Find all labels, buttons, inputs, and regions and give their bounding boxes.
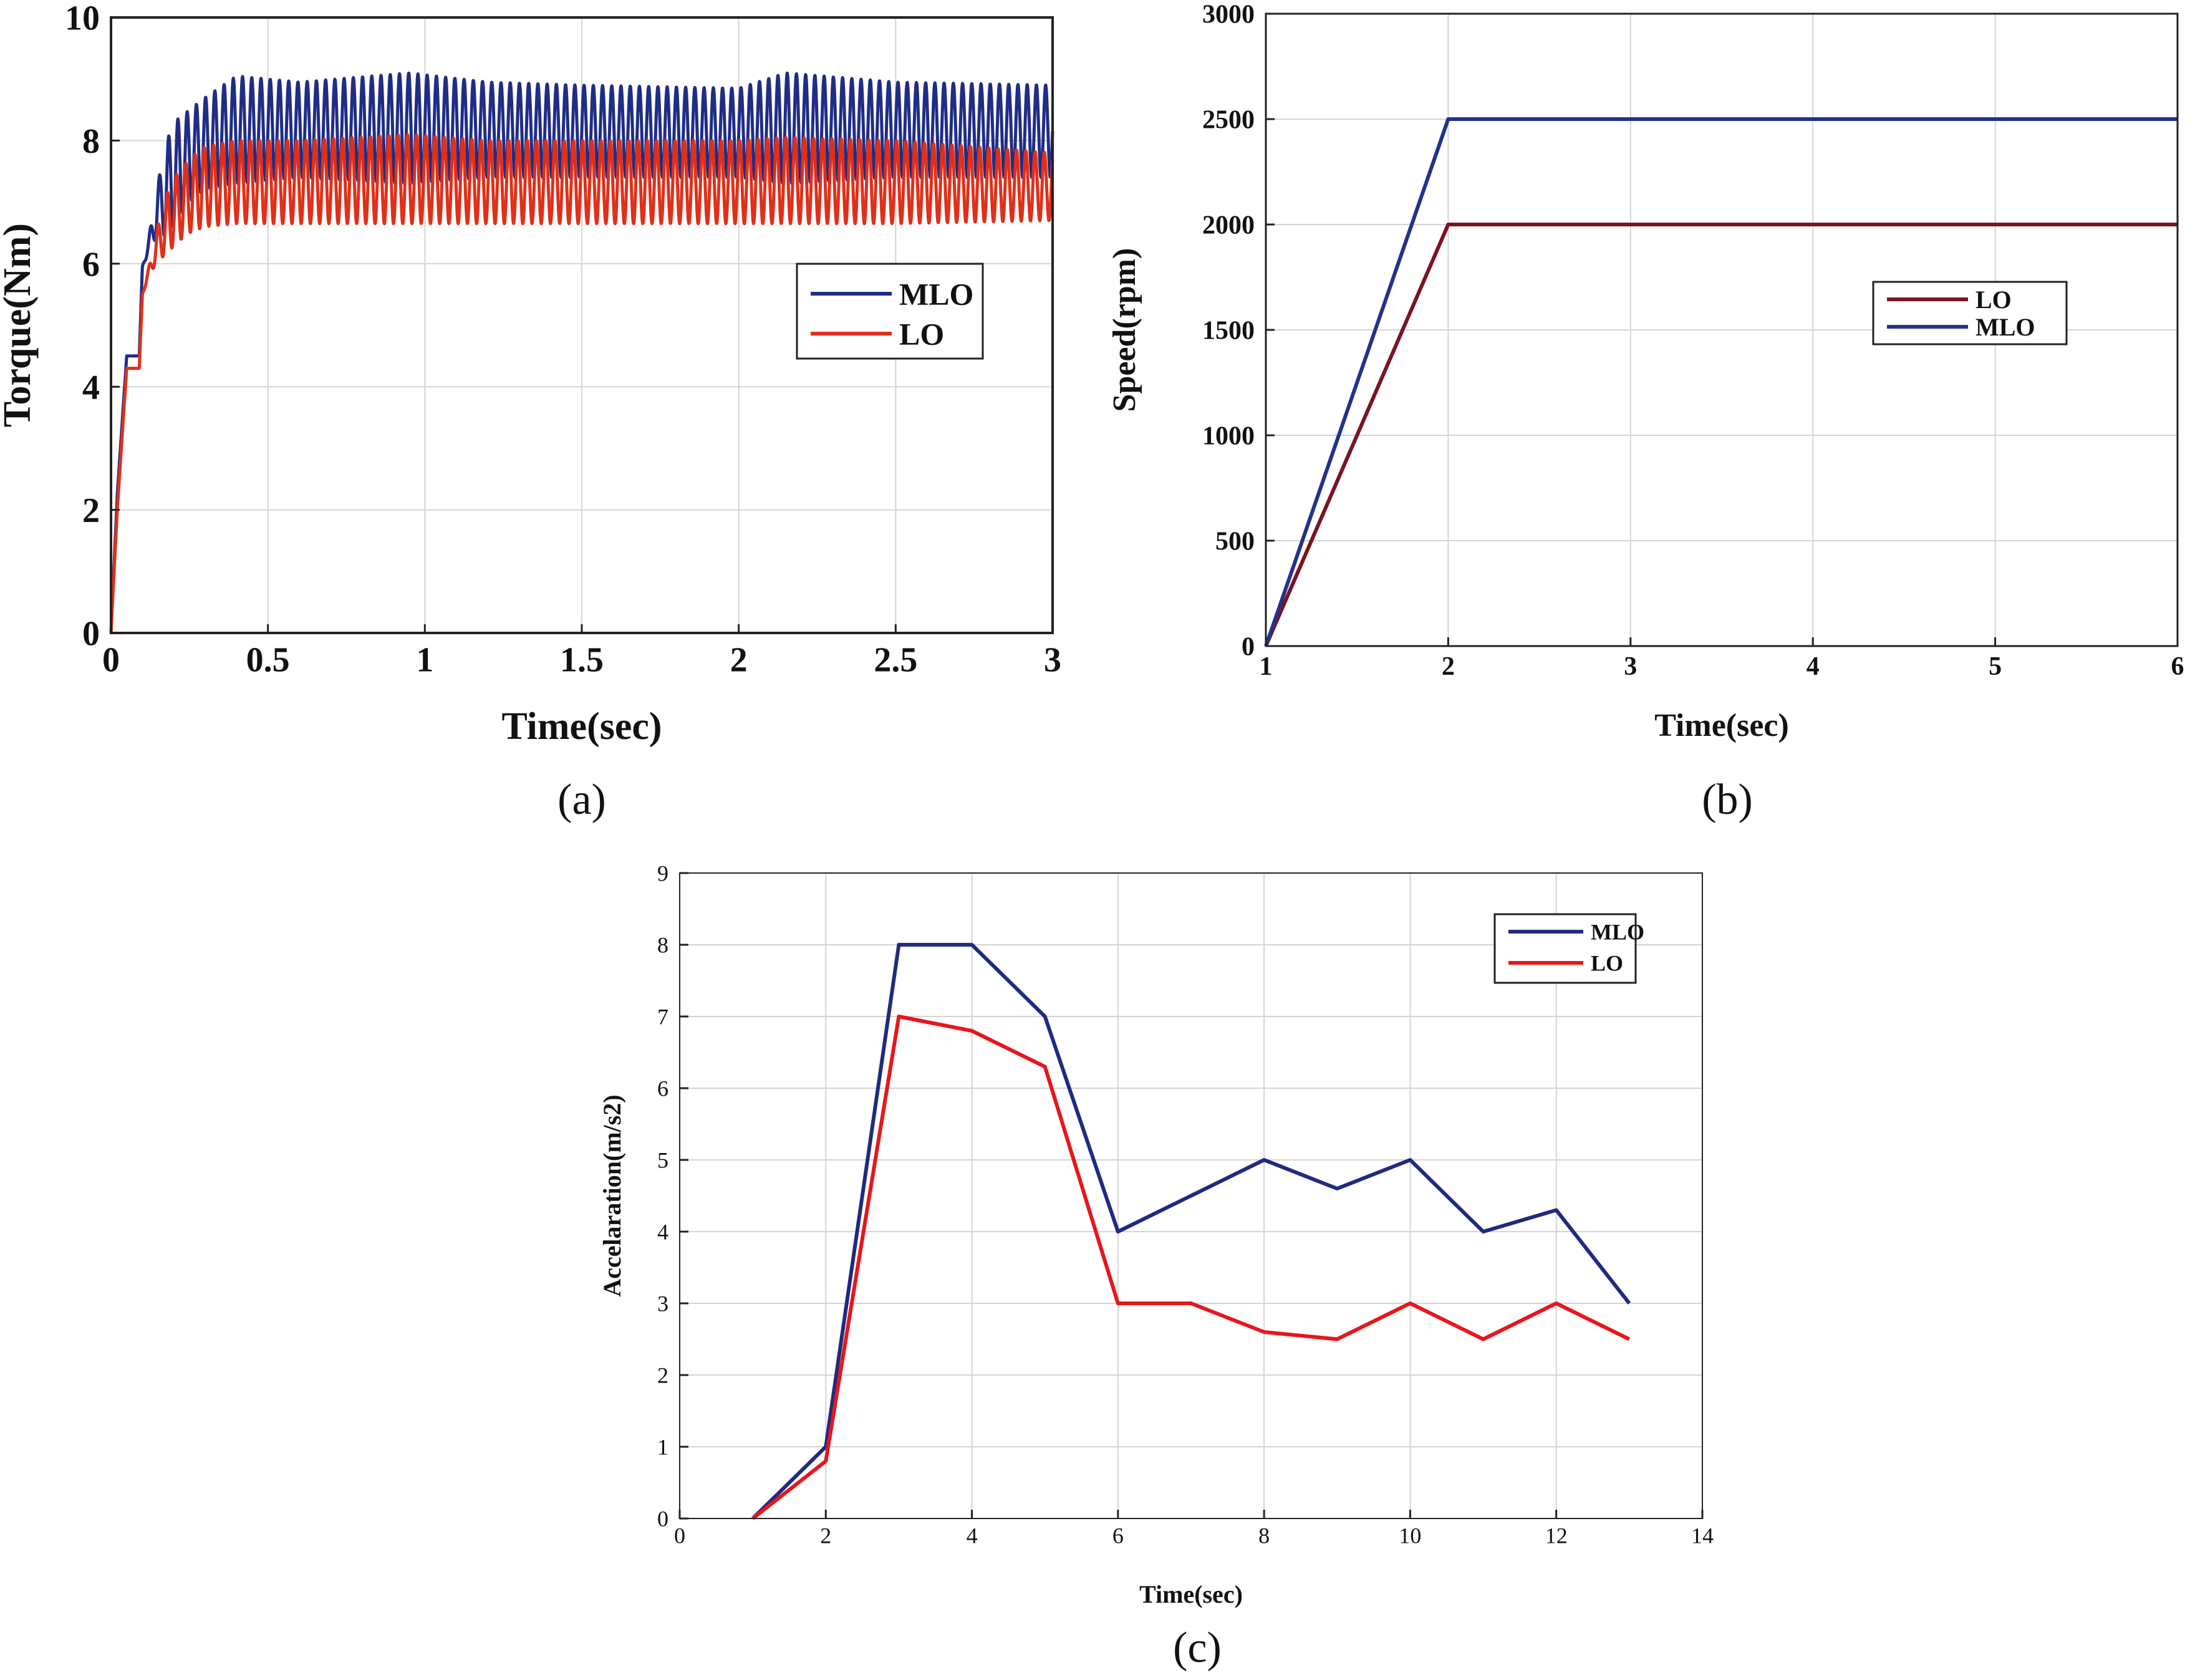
y-tick-label: 1000 [1202, 422, 1255, 451]
plot-frame [679, 872, 1703, 1519]
x-tick-label: 0 [102, 641, 120, 680]
y-tick-label: 8 [657, 933, 668, 958]
legend: MLO LO [1493, 913, 1644, 984]
chart-c: 0 2 4 6 8 10 12 140123456789Time(sec)Accelarati… [598, 861, 1714, 1672]
y-axis-label: Accelaration(m/s2) [598, 1094, 626, 1296]
chart-b: 1 2 3 4 5 6 0 500 1000 1500 2000 2500 3000 Time(sec) S… [1107, 1, 2184, 824]
legend-label-lo: LO [899, 317, 944, 352]
y-tick-label: 5 [657, 1148, 668, 1173]
y-tick-label: 4 [82, 369, 100, 407]
y-tick-label: 2 [657, 1363, 668, 1388]
x-tick-label: 8 [1258, 1523, 1270, 1548]
y-tick-label: 0 [82, 615, 100, 654]
y-tick-label: 6 [657, 1076, 668, 1101]
x-tick-label: 3 [1044, 641, 1061, 680]
x-tick-label: 6 [2171, 652, 2184, 681]
y-tick-label: 8 [82, 122, 100, 161]
y-tick-label: 3 [657, 1291, 668, 1316]
x-tick-label: 1 [416, 641, 433, 680]
x-tick-label: 2 [820, 1523, 831, 1548]
y-tick-label: 1500 [1202, 317, 1255, 345]
y-tick-label: 500 [1215, 528, 1255, 556]
y-tick-label: 2500 [1202, 106, 1255, 135]
series-line-lo [1264, 223, 2178, 647]
panel-label-c: (c) [1173, 1624, 1222, 1672]
x-axis-label: Time(sec) [1654, 708, 1789, 743]
y-tick-label: 1 [657, 1435, 668, 1460]
panel-label-a: (a) [557, 776, 606, 824]
x-tick-label: 2 [730, 641, 748, 680]
series-line-lo [109, 133, 1054, 634]
y-tick-label: 4 [657, 1220, 668, 1245]
x-axis-label: Time(sec) [1139, 1580, 1243, 1608]
y-axis-label: Torque(Nm) [0, 223, 39, 427]
y-tick-label: 3000 [1202, 1, 1255, 29]
legend-box [1493, 913, 1637, 984]
series-line-mlo [1264, 117, 2178, 647]
x-tick-label: 2.5 [874, 641, 917, 680]
series-line-lo [751, 1015, 1631, 1520]
y-axis-label: Speed(rpm) [1107, 248, 1142, 412]
x-tick-label: 12 [1545, 1523, 1568, 1548]
y-tick-label: 2 [82, 491, 100, 530]
y-tick-label: 7 [657, 1005, 668, 1030]
x-tick-label: 14 [1691, 1523, 1714, 1548]
y-tick-label: 6 [82, 245, 100, 284]
x-tick-label: 6 [1112, 1523, 1124, 1548]
x-axis-label: Time(sec) [501, 705, 662, 748]
legend-label-lo: LO [1591, 951, 1623, 976]
x-tick-label: 1.5 [560, 641, 604, 680]
legend-label-mlo: MLO [1591, 920, 1644, 945]
legend-box [796, 263, 984, 360]
series-line-mlo [751, 943, 1631, 1520]
series-line-mlo [109, 71, 1054, 634]
x-tick-label: 0 [674, 1523, 685, 1548]
x-tick-label: 2 [1442, 652, 1455, 681]
panel-label-b: (b) [1702, 776, 1753, 824]
y-tick-label: 9 [657, 861, 668, 886]
legend-box [1872, 281, 2068, 345]
x-tick-label: 4 [1807, 652, 1820, 681]
legend-label-lo: LO [1975, 286, 2012, 314]
x-tick-label: 10 [1399, 1523, 1421, 1548]
y-tick-label: 0 [1242, 633, 1255, 662]
legend-label-mlo: MLO [1975, 313, 2035, 341]
legend-label-mlo: MLO [899, 277, 973, 312]
y-tick-label: 2000 [1202, 211, 1255, 240]
x-tick-label: 0.5 [246, 641, 290, 680]
y-tick-label: 0 [657, 1507, 668, 1532]
chart-a: 0 0.5 1 1.5 2 2.5 3 0 2 4 6 8 10 Time(sec) Torque(Nm) M… [0, 0, 1061, 824]
x-tick-label: 3 [1624, 652, 1637, 681]
y-tick-label: 10 [65, 0, 100, 38]
x-tick-label: 5 [1989, 652, 2002, 681]
legend: MLO LO [796, 263, 984, 360]
x-tick-label: 1 [1260, 652, 1273, 681]
x-tick-label: 4 [967, 1523, 978, 1548]
